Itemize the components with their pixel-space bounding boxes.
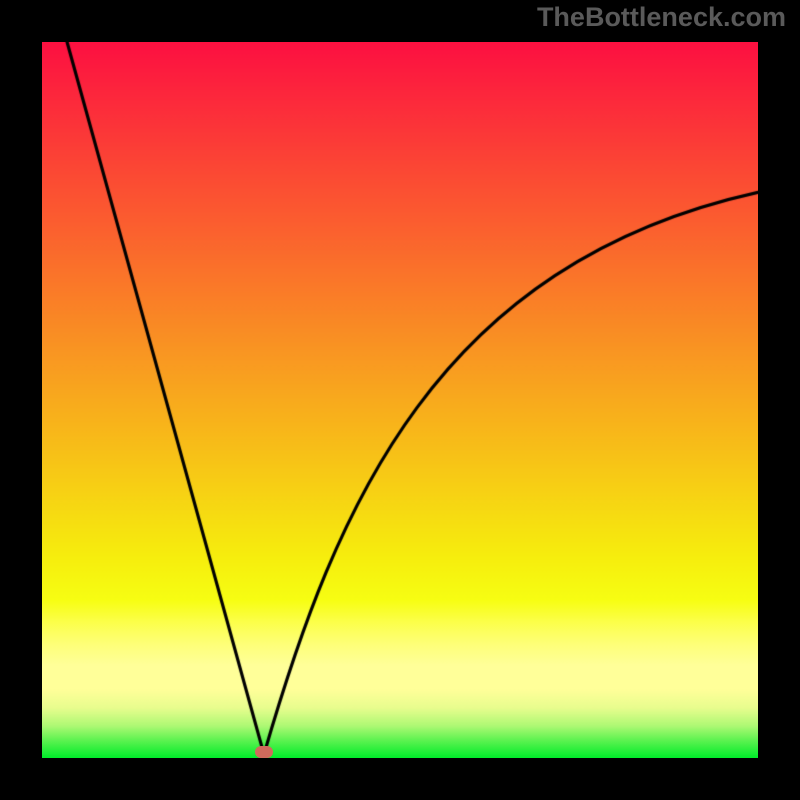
plot-area <box>42 42 758 758</box>
bottleneck-curve <box>42 42 758 758</box>
chart-frame <box>20 20 780 780</box>
curve-vertex-marker <box>255 746 273 758</box>
chart-root: TheBottleneck.com <box>0 0 800 800</box>
watermark-label: TheBottleneck.com <box>537 2 786 33</box>
